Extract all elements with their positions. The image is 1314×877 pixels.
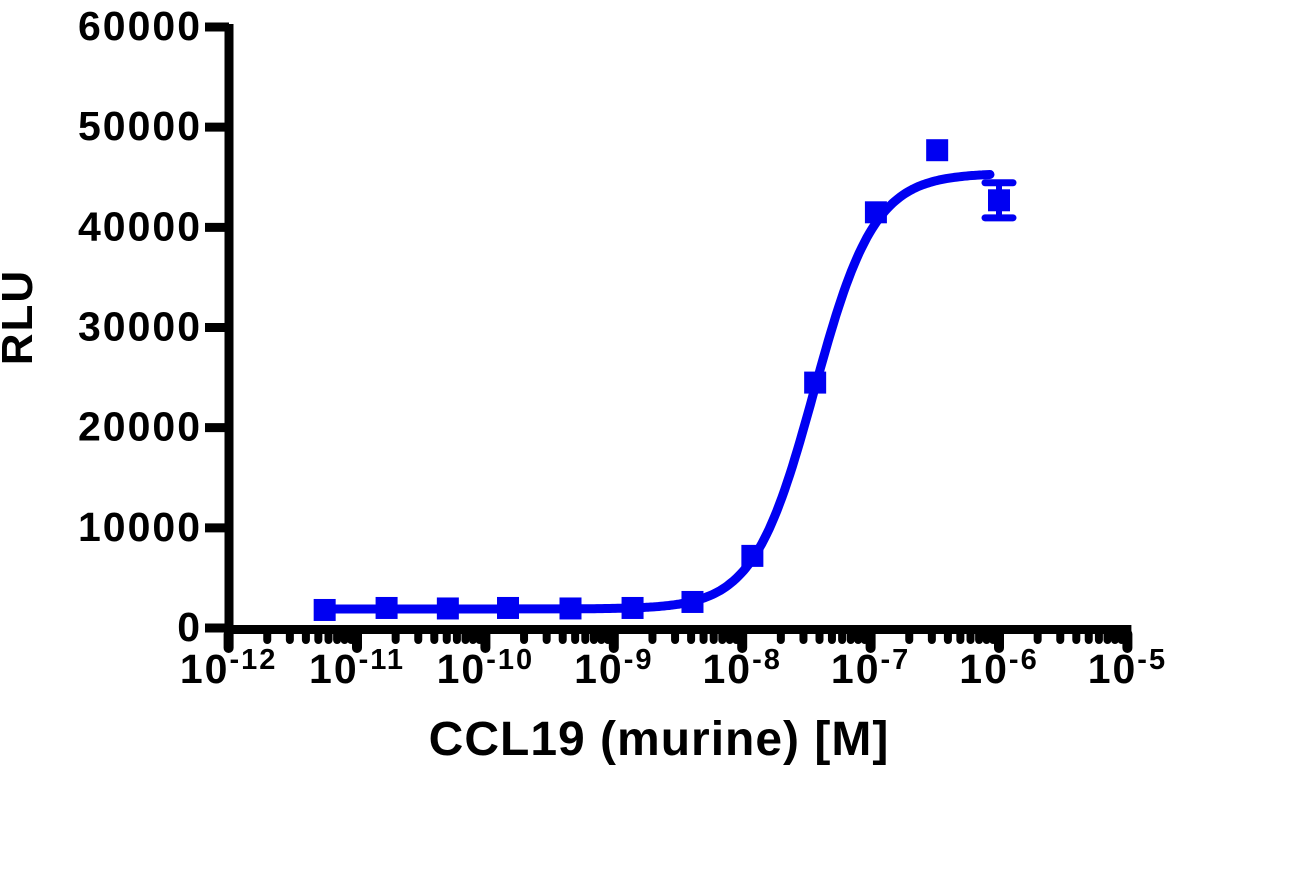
data-point-marker [681, 590, 704, 613]
x-tick-label: 10-9 [574, 644, 653, 692]
y-tick-label: 10000 [78, 504, 202, 550]
data-point-marker [313, 598, 336, 621]
x-axis-title: CCL19 (murine) [M] [428, 713, 890, 766]
data-point-marker [926, 139, 949, 162]
data-point-marker [436, 597, 459, 620]
y-tick-label: 50000 [78, 103, 202, 149]
y-tick-label: 20000 [78, 404, 202, 450]
data-point-marker [375, 596, 398, 619]
x-tick-label: 10-11 [309, 644, 405, 692]
data-point-marker [864, 201, 887, 224]
y-tick-label: 30000 [78, 304, 202, 350]
x-tick-label: 10-8 [702, 644, 781, 692]
fit-curve [320, 170, 995, 614]
x-tick-label: 10-5 [1088, 644, 1167, 692]
y-tick-label: 0 [177, 604, 202, 650]
y-tick-label: 60000 [78, 3, 202, 49]
x-tick-label: 10-6 [959, 644, 1038, 692]
y-axis-title: RLU [0, 268, 42, 366]
data-point-marker [621, 596, 644, 619]
x-tick-label: 10-10 [437, 644, 535, 692]
x-tick-label: 10-7 [831, 644, 910, 692]
x-tick-label: 10-12 [180, 644, 278, 692]
data-point-marker [559, 597, 582, 620]
data-point-marker [804, 371, 827, 394]
data-point-marker [741, 544, 764, 567]
data-point-marker [497, 596, 520, 619]
data-point-marker [988, 189, 1010, 212]
y-tick-label: 40000 [78, 203, 202, 249]
